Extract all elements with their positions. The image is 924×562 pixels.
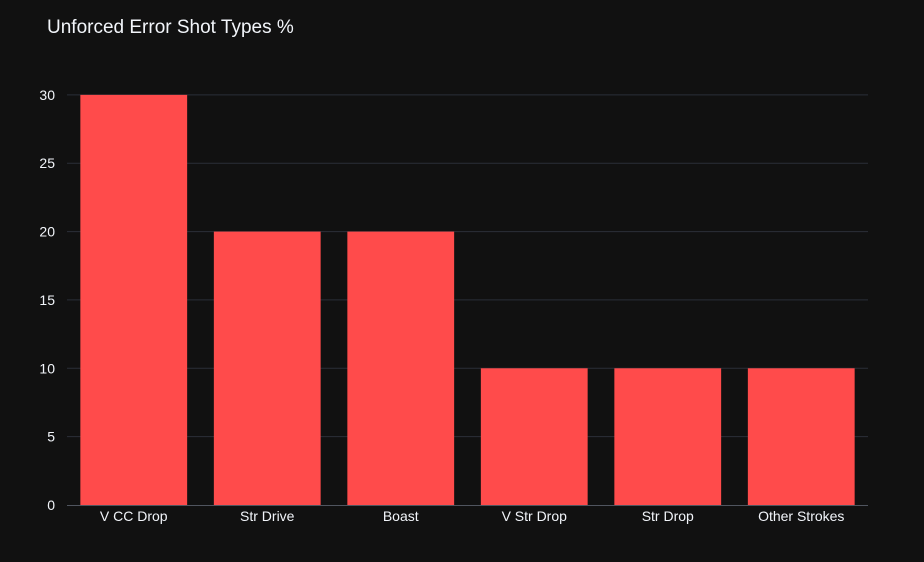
bar[interactable] xyxy=(347,231,455,505)
bar[interactable] xyxy=(213,231,321,505)
bars xyxy=(80,94,855,506)
x-tick-label: Other Strokes xyxy=(758,508,844,524)
y-tick-label: 25 xyxy=(39,155,55,171)
grid-lines xyxy=(67,94,868,438)
y-tick-label: 30 xyxy=(39,87,55,103)
x-tick-label: V CC Drop xyxy=(100,508,168,524)
x-tick-label: Str Drive xyxy=(240,508,295,524)
x-tick-label: V Str Drop xyxy=(502,508,568,524)
chart-title: Unforced Error Shot Types % xyxy=(47,17,294,38)
x-tick-label: Boast xyxy=(383,508,419,524)
bar[interactable] xyxy=(80,94,188,506)
y-tick-labels: 0 5 10 15 20 25 30 xyxy=(39,87,55,513)
y-tick-label: 0 xyxy=(47,497,55,513)
x-tick-labels: V CC Drop Str Drive Boast V Str Drop Str Dro… xyxy=(100,508,845,524)
y-tick-label: 15 xyxy=(39,292,55,308)
bar[interactable] xyxy=(747,368,855,505)
y-tick-label: 20 xyxy=(39,224,55,240)
bar[interactable] xyxy=(614,368,722,505)
bar[interactable] xyxy=(480,368,588,505)
y-tick-label: 5 xyxy=(47,429,55,445)
x-tick-label: Str Drop xyxy=(642,508,694,524)
y-tick-label: 10 xyxy=(39,360,55,376)
